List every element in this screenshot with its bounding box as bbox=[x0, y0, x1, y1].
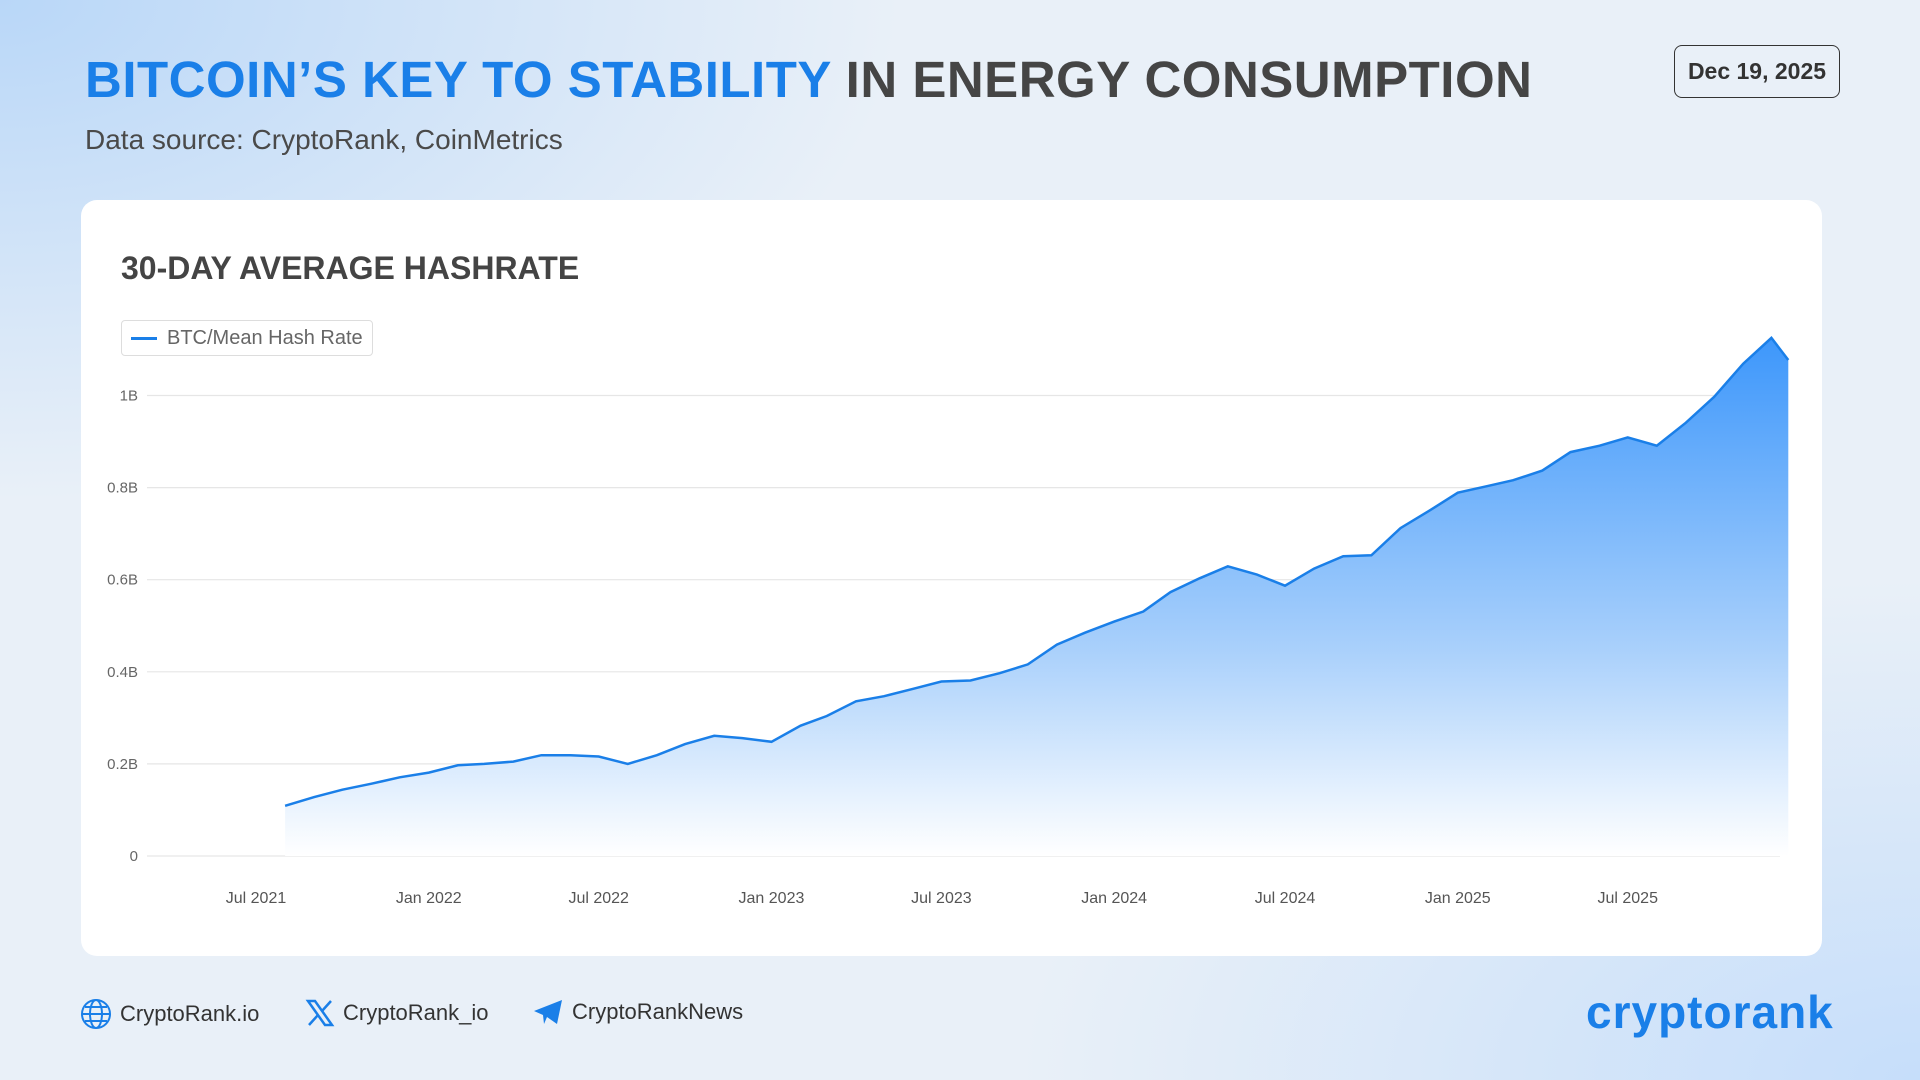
chart-title: 30-DAY AVERAGE HASHRATE bbox=[121, 250, 580, 286]
footer-x[interactable]: CryptoRank_io bbox=[305, 998, 489, 1028]
y-tick-label: 0.6B bbox=[107, 572, 138, 589]
footer-website[interactable]: CryptoRank.io bbox=[80, 998, 259, 1030]
x-tick-label: Jul 2024 bbox=[1255, 890, 1316, 907]
x-tick-label: Jan 2024 bbox=[1081, 890, 1147, 907]
y-tick-label: 0.4B bbox=[107, 664, 138, 681]
legend-swatch bbox=[131, 336, 157, 340]
legend-label: BTC/Mean Hash Rate bbox=[167, 326, 363, 349]
telegram-icon bbox=[534, 1000, 562, 1024]
date-badge: Dec 19, 2025 bbox=[1674, 45, 1840, 98]
x-tick-label: Jan 2023 bbox=[739, 890, 805, 907]
x-tick-label: Jul 2025 bbox=[1597, 890, 1658, 907]
y-tick-label: 0.2B bbox=[107, 756, 138, 773]
x-tick-label: Jul 2021 bbox=[226, 890, 287, 907]
chart-legend[interactable]: BTC/Mean Hash Rate bbox=[121, 320, 373, 356]
x-tick-label: Jul 2022 bbox=[568, 890, 629, 907]
page-title: BITCOIN’S KEY TO STABILITY IN ENERGY CON… bbox=[85, 50, 1532, 109]
series-line bbox=[284, 336, 1790, 807]
y-tick-label: 0.8B bbox=[107, 480, 138, 497]
data-source: Data source: CryptoRank, CoinMetrics bbox=[85, 124, 563, 155]
y-tick-label: 1B bbox=[120, 388, 138, 405]
series-area bbox=[285, 337, 1789, 856]
x-tick-label: Jan 2022 bbox=[396, 890, 462, 907]
footer-telegram[interactable]: CryptoRankNews bbox=[532, 998, 743, 1026]
x-tick-label: Jul 2023 bbox=[911, 890, 972, 907]
website-label: CryptoRank.io bbox=[120, 1001, 260, 1026]
globe-icon bbox=[81, 999, 111, 1029]
x-handle-label: CryptoRank_io bbox=[343, 1000, 489, 1025]
y-tick-label: 0 bbox=[130, 848, 138, 865]
x-tick-label: Jan 2025 bbox=[1425, 890, 1491, 907]
telegram-label: CryptoRankNews bbox=[572, 999, 744, 1024]
title-rest: IN ENERGY CONSUMPTION bbox=[845, 51, 1533, 108]
cryptorank-logo: cryptorank bbox=[1586, 986, 1834, 1038]
title-highlight: BITCOIN’S KEY TO STABILITY bbox=[85, 51, 831, 108]
x-logo-icon bbox=[305, 999, 335, 1027]
